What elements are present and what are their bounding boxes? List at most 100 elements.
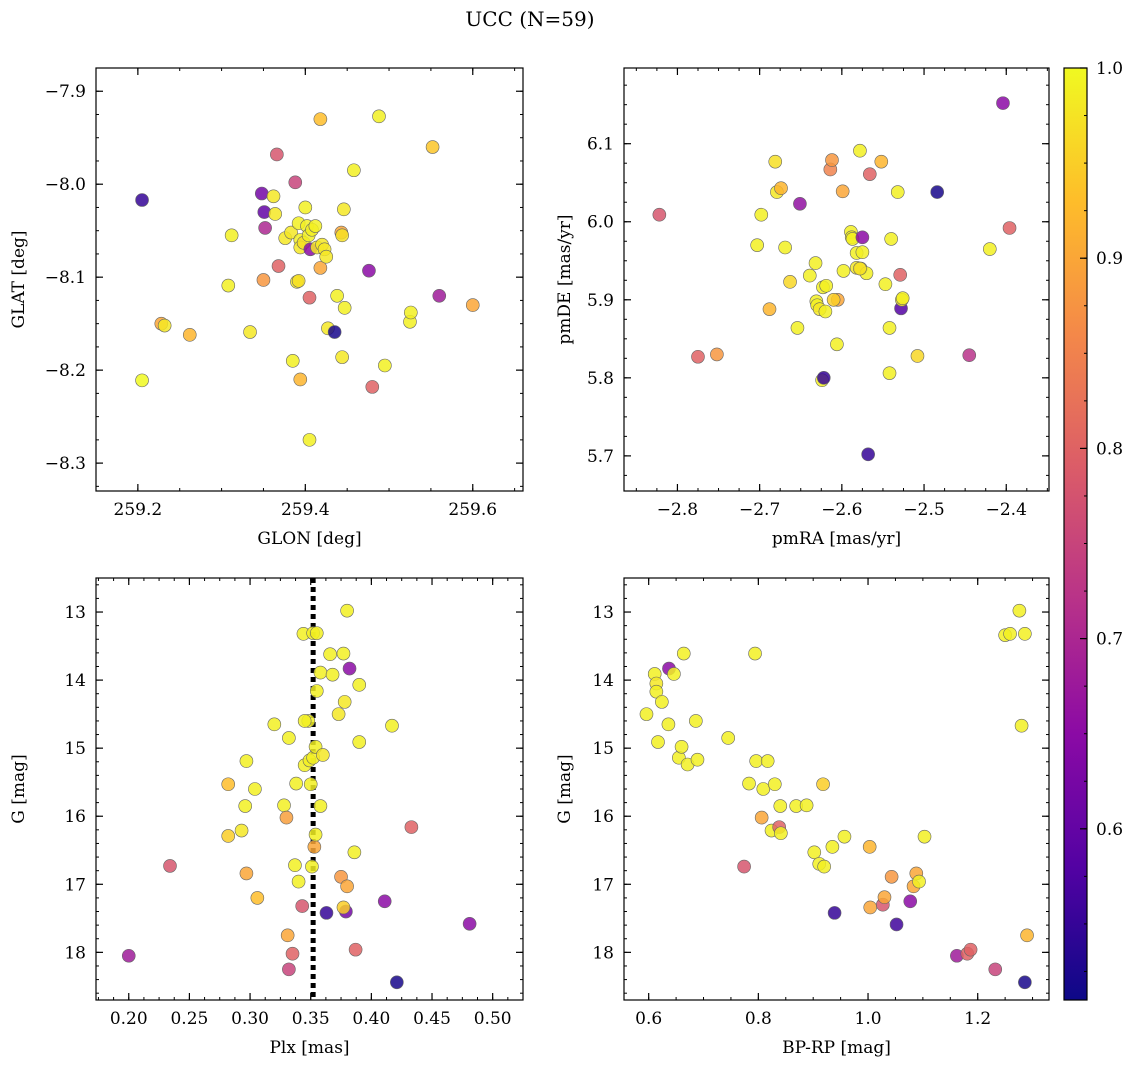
y-tick-label: 6.0 xyxy=(587,213,614,233)
y-axis-label: G [mag] xyxy=(9,754,29,823)
data-point xyxy=(930,185,945,199)
data-point xyxy=(302,433,317,447)
colorbar-gradient xyxy=(1063,67,1088,1001)
data-point xyxy=(1014,718,1029,733)
data-point xyxy=(337,202,351,217)
data-point xyxy=(135,193,149,207)
y-tick-label: 15 xyxy=(64,739,86,759)
axes-frame xyxy=(623,67,1050,492)
y-tick-label: 16 xyxy=(592,807,614,827)
data-point xyxy=(295,899,310,913)
x-tick-label: −2.4 xyxy=(986,500,1027,520)
data-point xyxy=(710,347,724,362)
data-point xyxy=(983,242,997,256)
data-point xyxy=(377,894,392,909)
data-point xyxy=(289,776,303,791)
data-point xyxy=(239,866,254,881)
data-point xyxy=(878,277,893,291)
data-point xyxy=(862,167,877,181)
data-point xyxy=(385,718,399,733)
y-tick-label: 16 xyxy=(64,807,86,827)
x-axis-label: Plx [mas] xyxy=(269,1038,349,1058)
data-point xyxy=(135,373,149,388)
y-tick-label: 15 xyxy=(592,739,614,759)
data-point xyxy=(912,874,926,889)
data-point xyxy=(340,879,354,894)
data-point xyxy=(224,228,239,243)
data-point xyxy=(748,646,762,661)
data-point xyxy=(157,318,172,333)
data-point xyxy=(288,175,303,190)
data-point xyxy=(721,731,735,745)
data-point xyxy=(347,163,361,178)
x-tick-label: 259.6 xyxy=(448,500,497,520)
x-tick-label: 1.0 xyxy=(855,1009,882,1029)
x-axis-label: BP-RP [mag] xyxy=(782,1038,891,1058)
x-tick-label: 0.35 xyxy=(292,1009,330,1029)
data-point xyxy=(790,321,805,335)
data-point xyxy=(884,232,898,246)
data-point xyxy=(378,358,392,373)
data-point xyxy=(340,603,354,618)
data-point xyxy=(893,268,908,282)
data-point xyxy=(760,754,775,768)
panel-parallax-cmd: 0.20 0.25 0.30 0.35 0.40 0.45 0.50 13 14 15 16 17 18… xyxy=(9,577,524,1058)
y-axis-label: pmDE [mas/yr] xyxy=(555,214,575,344)
data-point xyxy=(962,348,977,363)
data-point xyxy=(742,776,756,791)
data-point xyxy=(835,184,850,199)
data-point xyxy=(316,748,330,762)
data-point xyxy=(674,739,689,754)
data-point xyxy=(667,667,681,681)
data-point xyxy=(807,845,822,860)
panel-proper-motion: −2.8 −2.7 −2.6 −2.5 −2.4 5.7 5.8 5.9 6.0 6.1 pmRA … xyxy=(555,67,1050,549)
panel-color-magnitude: 0.6 0.8 1.0 1.2 13 14 15 16 17 18 BP-RP [mag] G [ma… xyxy=(555,577,1050,1058)
data-point xyxy=(963,942,978,957)
data-point xyxy=(337,301,352,315)
data-point xyxy=(335,228,349,243)
data-point xyxy=(352,678,367,692)
data-point xyxy=(121,948,136,963)
data-point xyxy=(365,380,380,394)
data-point xyxy=(248,782,262,796)
data-point xyxy=(465,298,480,312)
data-point xyxy=(221,777,236,792)
x-tick-label: 259.4 xyxy=(281,500,330,520)
x-tick-label: −2.5 xyxy=(903,500,944,520)
data-point xyxy=(799,798,814,813)
data-point xyxy=(337,695,352,709)
data-point xyxy=(291,274,306,288)
data-point xyxy=(826,292,841,307)
data-point xyxy=(254,186,269,201)
colorbar-tick-label: 0.7 xyxy=(1096,630,1123,650)
data-point xyxy=(652,207,667,222)
data-point xyxy=(861,447,875,462)
colorbar: 0.6 0.7 0.8 0.9 1.0 xyxy=(1063,59,1123,1001)
data-point xyxy=(910,349,925,363)
data-point xyxy=(291,874,306,889)
x-tick-label: 0.8 xyxy=(745,1009,772,1029)
data-point xyxy=(293,372,308,387)
data-point xyxy=(1018,627,1032,641)
data-point xyxy=(308,219,323,233)
data-point xyxy=(825,840,840,854)
data-point xyxy=(783,275,797,289)
data-point xyxy=(988,962,1003,977)
data-point xyxy=(270,147,284,162)
data-point xyxy=(239,754,254,768)
data-point xyxy=(309,684,324,698)
x-axis-label: pmRA [mas/yr] xyxy=(772,529,901,549)
data-point xyxy=(298,200,313,215)
y-tick-label: 17 xyxy=(592,875,614,895)
data-point xyxy=(285,354,300,368)
data-point xyxy=(256,273,271,287)
data-point xyxy=(749,754,763,768)
colorbar-tick-label: 0.6 xyxy=(1096,820,1123,840)
data-point xyxy=(277,798,291,813)
data-point xyxy=(827,906,842,920)
data-point xyxy=(737,859,751,874)
data-point xyxy=(280,928,295,943)
colorbar-tick-label: 0.8 xyxy=(1096,439,1123,459)
data-point xyxy=(266,189,281,204)
data-point xyxy=(404,820,419,834)
